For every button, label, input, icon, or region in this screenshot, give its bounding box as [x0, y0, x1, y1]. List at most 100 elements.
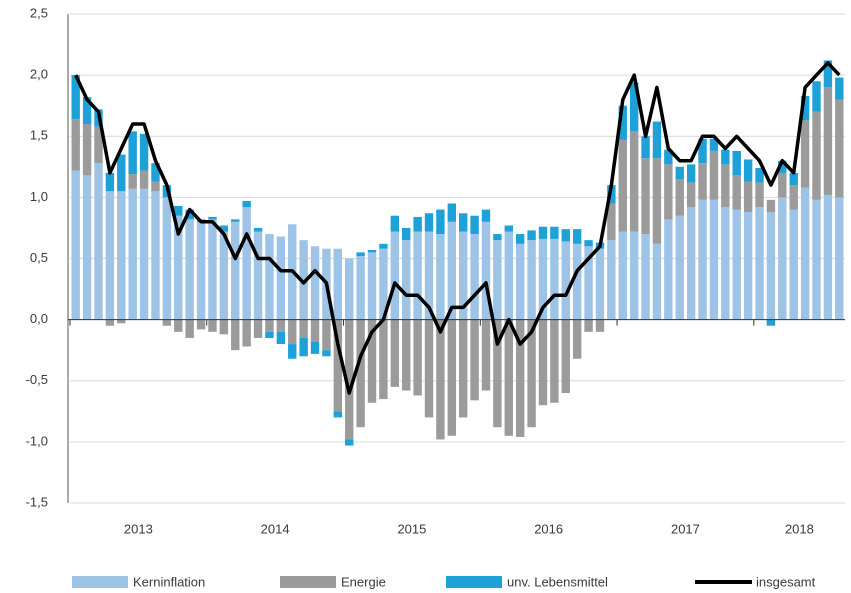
y-tick-label: 0,5 — [30, 250, 48, 265]
bar-segment — [675, 166, 684, 180]
bar-segment — [139, 188, 149, 320]
bar-segment — [641, 136, 650, 159]
bar-segment — [174, 319, 183, 332]
bar-segment — [151, 181, 160, 192]
bar-segment — [800, 120, 810, 188]
bar-segment — [823, 87, 833, 195]
bar-segment — [618, 105, 627, 140]
bar-segment — [413, 231, 422, 320]
bar-segment — [732, 209, 741, 320]
bar-segment — [835, 197, 844, 320]
bar-segment — [789, 209, 798, 320]
bar-segment — [447, 203, 457, 222]
bar-segment — [732, 150, 741, 176]
bar-segment — [493, 319, 502, 428]
bar-segment — [242, 319, 251, 347]
bar-segment — [162, 197, 172, 320]
bar-segment — [71, 119, 80, 171]
bar-segment — [584, 246, 593, 320]
bar-segment — [367, 252, 377, 320]
legend-swatch — [72, 576, 128, 588]
bar-segment — [356, 319, 365, 428]
bar-segment — [242, 201, 251, 208]
bar-segment — [572, 243, 582, 320]
bar-segment — [185, 219, 194, 320]
bar-segment — [743, 212, 753, 320]
bar-segment — [117, 154, 126, 192]
bar-segment — [345, 258, 354, 320]
bar-segment — [185, 209, 194, 220]
bar-segment — [515, 243, 525, 320]
bar-segment — [402, 319, 411, 391]
bar-segment — [766, 199, 776, 213]
bar-segment — [367, 319, 377, 403]
bar-segment — [117, 319, 126, 324]
legend-label: Kerninflation — [133, 574, 205, 589]
legend-label: insgesamt — [756, 574, 816, 589]
bar-segment — [835, 99, 844, 198]
bar-segment — [755, 182, 764, 208]
bar-segment — [82, 97, 92, 125]
bar-segment — [470, 215, 479, 235]
bar-segment — [629, 82, 639, 132]
bar-segment — [413, 319, 422, 396]
bar-segment — [117, 191, 126, 320]
x-tick-label: 2018 — [785, 521, 814, 536]
bar-segment — [835, 77, 844, 100]
bar-segment — [231, 319, 240, 351]
bar-segment — [504, 231, 513, 320]
y-tick-label: -1,5 — [26, 494, 48, 509]
bar-segment — [538, 226, 548, 239]
bar-segment — [550, 238, 559, 320]
bar-segment — [231, 219, 240, 222]
bar-segment — [174, 205, 183, 216]
bar-segment — [721, 149, 730, 165]
bar-segment — [402, 227, 411, 241]
bar-segment — [105, 191, 115, 320]
bar-segment — [652, 121, 662, 159]
bar-segment — [538, 238, 548, 320]
bar-segment — [94, 163, 103, 320]
bar-segment — [721, 207, 730, 320]
bar-segment — [641, 158, 650, 235]
bar-segment — [333, 411, 343, 418]
bar-segment — [778, 172, 787, 198]
bar-segment — [276, 236, 286, 320]
bar-segment — [196, 221, 206, 320]
bar-segment — [276, 331, 286, 345]
x-tick-label: 2016 — [534, 521, 563, 536]
bar-segment — [436, 209, 445, 235]
bar-segment — [219, 319, 229, 335]
bar-segment — [504, 225, 513, 232]
bar-segment — [219, 231, 229, 320]
bar-segment — [265, 319, 274, 332]
bar-segment — [299, 319, 308, 338]
bar-segment — [527, 230, 536, 241]
bar-segment — [71, 170, 80, 320]
bar-segment — [778, 160, 787, 173]
bar-segment — [527, 319, 536, 428]
bar-segment — [151, 191, 160, 320]
legend-label: Energie — [341, 574, 386, 589]
bar-segment — [151, 163, 160, 182]
bar-segment — [447, 221, 457, 320]
bar-segment — [515, 234, 525, 244]
bar-segment — [789, 172, 798, 186]
bar-segment — [629, 231, 639, 320]
bar-segment — [698, 138, 707, 164]
bar-segment — [105, 319, 115, 326]
bar-segment — [174, 215, 183, 320]
bar-segment — [424, 231, 434, 320]
bar-segment — [185, 319, 194, 338]
bar-segment — [618, 139, 627, 232]
bar-segment — [664, 219, 673, 320]
bar-segment — [208, 319, 217, 332]
bar-segment — [458, 319, 468, 418]
bar-segment — [379, 243, 388, 249]
y-tick-label: 1,5 — [30, 128, 48, 143]
bar-segment — [424, 213, 434, 232]
bar-segment — [139, 170, 149, 189]
bar-segment — [698, 199, 707, 320]
y-tick-label: -1,0 — [26, 433, 48, 448]
